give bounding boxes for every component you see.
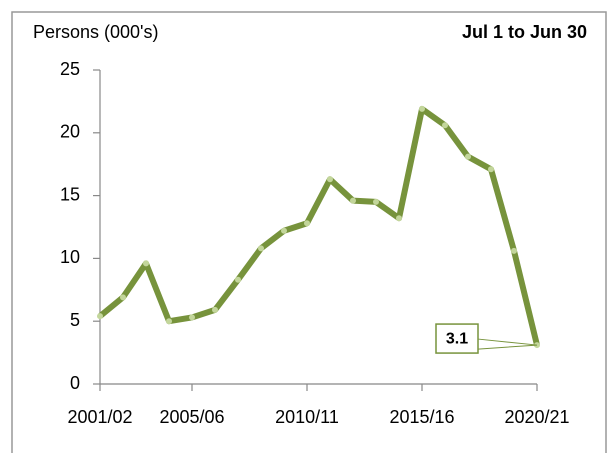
x-tick-label: 2020/21 (504, 407, 569, 427)
y-tick-label: 15 (60, 184, 80, 204)
subtitle: Jul 1 to Jun 30 (462, 22, 587, 42)
data-point (120, 294, 126, 301)
y-tick-label: 0 (70, 373, 80, 393)
x-tick-label: 2005/06 (159, 407, 224, 427)
data-point (304, 220, 310, 227)
data-point (511, 247, 517, 254)
data-point (442, 122, 448, 129)
data-point (143, 260, 149, 267)
x-tick-label: 2015/16 (389, 407, 454, 427)
x-tick-label: 2010/11 (275, 407, 339, 427)
data-point (396, 215, 402, 222)
data-point (465, 153, 471, 160)
y-tick-label: 10 (60, 247, 80, 267)
data-point (327, 176, 333, 183)
data-point (97, 313, 103, 320)
data-point (212, 306, 218, 313)
data-point (235, 276, 241, 283)
chart-frame (11, 11, 607, 453)
x-tick-label: 2001/02 (67, 407, 132, 427)
data-point (419, 105, 425, 112)
data-point (373, 198, 379, 205)
data-point (281, 227, 287, 234)
data-point (488, 166, 494, 173)
data-line (98, 105, 540, 346)
data-point (166, 318, 172, 325)
data-point (189, 314, 195, 321)
data-label: 3.1 (446, 330, 468, 347)
label-box (435, 323, 479, 354)
y-tick-label: 5 (70, 310, 80, 330)
label-leader (477, 338, 538, 350)
data-point (258, 245, 264, 252)
y-tick-label: 20 (60, 122, 80, 142)
data-point (350, 197, 356, 204)
y-axis-label: Persons (000's) (33, 22, 159, 42)
y-tick-label: 25 (60, 59, 80, 79)
